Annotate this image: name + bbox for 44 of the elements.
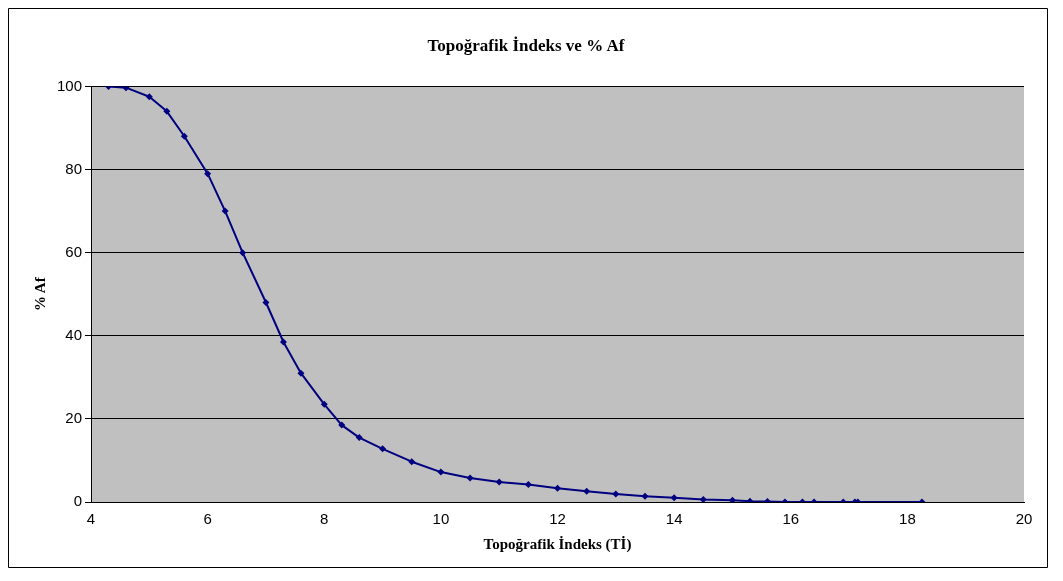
point [204, 170, 212, 178]
point [163, 107, 171, 115]
point [145, 93, 153, 101]
point [583, 487, 591, 495]
point [699, 496, 707, 502]
point [728, 496, 736, 502]
point [379, 445, 387, 453]
point [297, 369, 305, 377]
x-tick-label: 16 [782, 510, 800, 528]
y-tick-label: 40 [65, 325, 83, 343]
point [495, 478, 503, 486]
point [180, 132, 188, 140]
y-tick-label: 20 [65, 409, 83, 427]
x-tick-label: 14 [665, 510, 683, 528]
y-tick-label: 0 [73, 492, 83, 510]
point [524, 481, 532, 489]
x-tick-label: 8 [320, 510, 329, 528]
point [262, 299, 270, 307]
point [122, 86, 130, 92]
point [221, 207, 229, 215]
point [408, 458, 416, 466]
point [641, 492, 649, 500]
point [320, 400, 328, 408]
x-axis-title: Topoğrafik İndeks (Tİ) [483, 535, 632, 553]
point [338, 421, 346, 429]
x-tick-label: 20 [1015, 510, 1033, 528]
y-axis-title: % Af [31, 276, 48, 312]
y-tick-label: 100 [57, 76, 83, 94]
point [239, 249, 247, 257]
x-tick-label: 18 [899, 510, 916, 528]
point [554, 484, 562, 492]
x-tick-label: 4 [86, 510, 96, 528]
y-tick-label: 60 [65, 242, 83, 260]
point [670, 494, 678, 502]
point [466, 474, 474, 482]
chart-title: Topoğrafik İndeks ve % Af [427, 35, 625, 55]
x-tick-label: 6 [203, 510, 212, 528]
point [279, 338, 287, 346]
point [612, 490, 620, 498]
x-tick-label: 12 [549, 510, 566, 528]
x-tick-label: 10 [432, 510, 450, 528]
point [437, 468, 445, 476]
point [355, 434, 363, 442]
y-tick-label: 80 [65, 159, 83, 177]
